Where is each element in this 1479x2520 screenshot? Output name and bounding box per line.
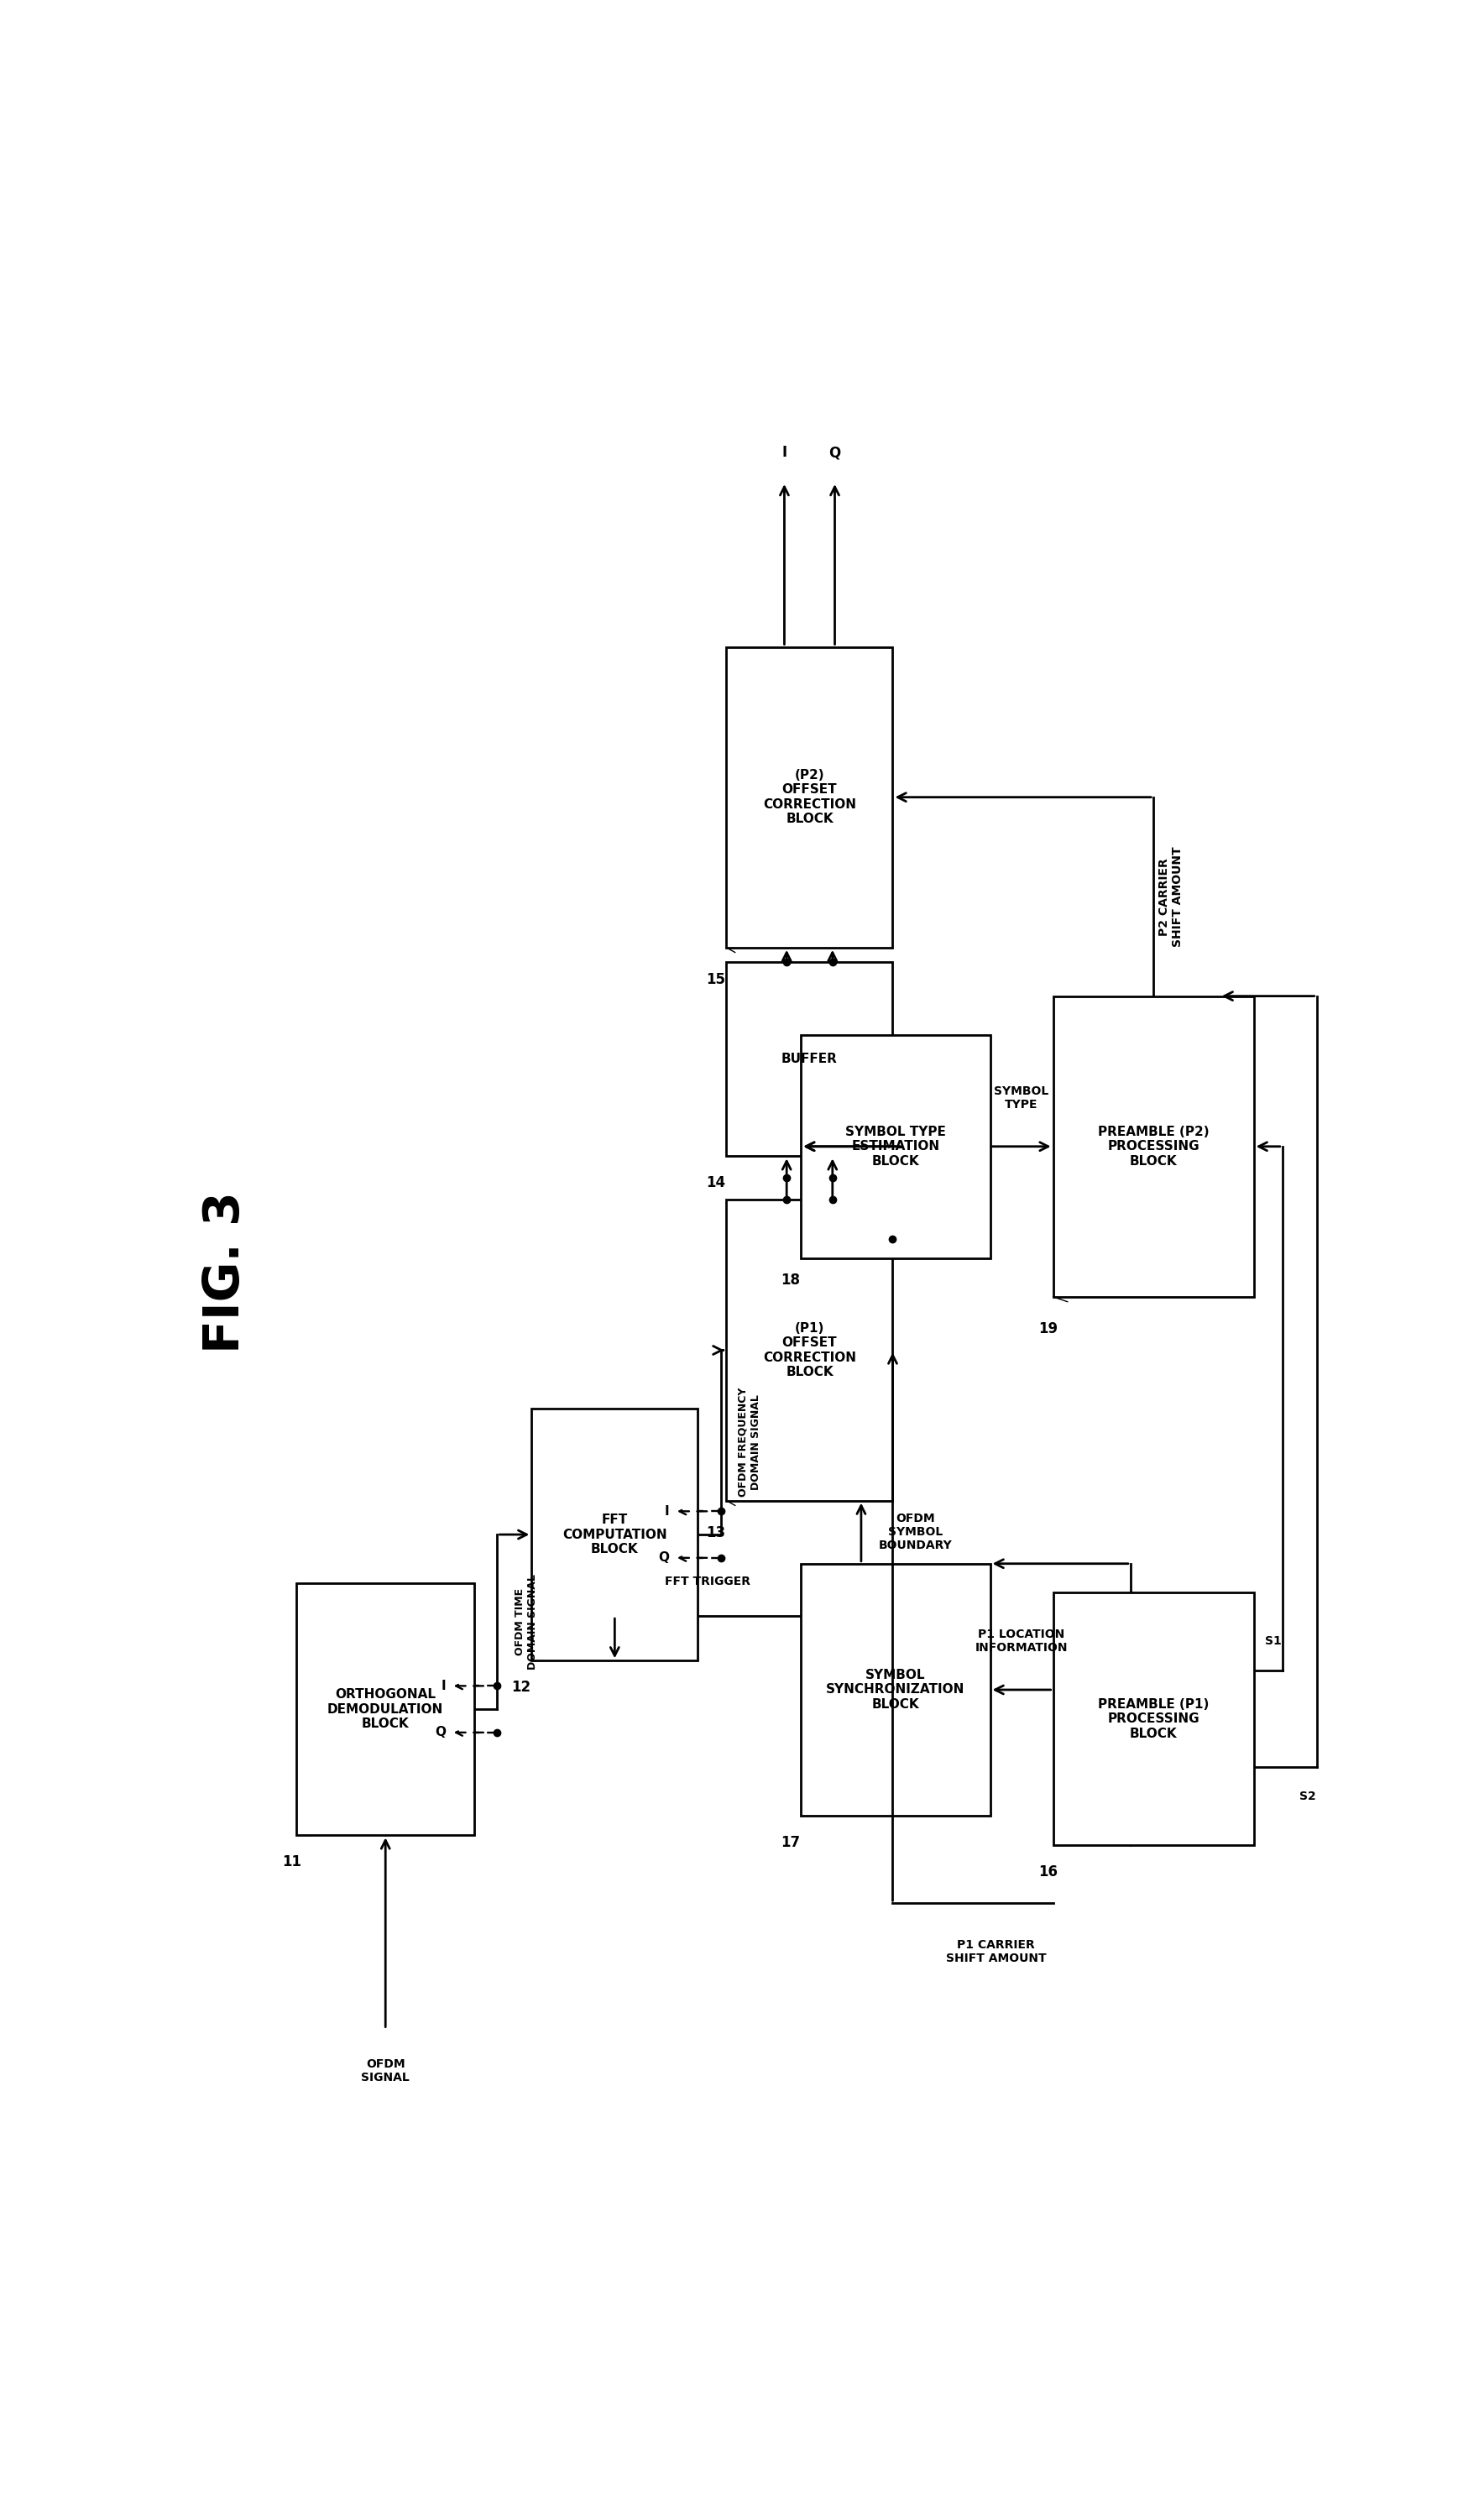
FancyBboxPatch shape (726, 1200, 893, 1499)
Text: 15: 15 (707, 973, 726, 988)
FancyBboxPatch shape (802, 1036, 989, 1257)
FancyBboxPatch shape (297, 1583, 475, 1835)
Text: PREAMBLE (P2)
PROCESSING
BLOCK: PREAMBLE (P2) PROCESSING BLOCK (1097, 1126, 1210, 1167)
Text: 19: 19 (1038, 1320, 1057, 1336)
Text: Q: Q (828, 446, 840, 461)
FancyBboxPatch shape (531, 1409, 698, 1661)
FancyBboxPatch shape (1053, 995, 1254, 1298)
Text: 12: 12 (512, 1681, 531, 1696)
Text: P1 CARRIER
SHIFT AMOUNT: P1 CARRIER SHIFT AMOUNT (945, 1938, 1046, 1966)
Text: FFT TRIGGER: FFT TRIGGER (666, 1575, 751, 1588)
Text: SYMBOL
TYPE: SYMBOL TYPE (994, 1086, 1049, 1111)
Text: OFDM
SYMBOL
BOUNDARY: OFDM SYMBOL BOUNDARY (879, 1512, 952, 1552)
FancyBboxPatch shape (802, 1562, 989, 1817)
Text: (P1)
OFFSET
CORRECTION
BLOCK: (P1) OFFSET CORRECTION BLOCK (763, 1323, 856, 1378)
Text: 14: 14 (707, 1174, 726, 1189)
Text: Q: Q (658, 1552, 669, 1565)
Text: (P2)
OFFSET
CORRECTION
BLOCK: (P2) OFFSET CORRECTION BLOCK (763, 769, 856, 827)
Text: 11: 11 (282, 1855, 302, 1870)
Text: P2 CARRIER
SHIFT AMOUNT: P2 CARRIER SHIFT AMOUNT (1158, 847, 1183, 948)
Text: ORTHOGONAL
DEMODULATION
BLOCK: ORTHOGONAL DEMODULATION BLOCK (327, 1688, 444, 1731)
Text: 16: 16 (1038, 1865, 1057, 1880)
Text: I: I (441, 1681, 445, 1693)
Text: I: I (664, 1504, 669, 1517)
Text: 18: 18 (781, 1273, 800, 1288)
Text: OFDM
SIGNAL: OFDM SIGNAL (361, 2059, 410, 2084)
Text: 17: 17 (781, 1835, 800, 1850)
Text: I: I (782, 446, 787, 461)
Text: Q: Q (435, 1726, 445, 1739)
Text: SYMBOL
SYNCHRONIZATION
BLOCK: SYMBOL SYNCHRONIZATION BLOCK (827, 1668, 964, 1711)
Text: S2: S2 (1300, 1792, 1316, 1802)
Text: S1: S1 (1265, 1635, 1282, 1648)
Text: OFDM TIME
DOMAIN SIGNAL: OFDM TIME DOMAIN SIGNAL (515, 1575, 538, 1671)
Text: FFT
COMPUTATION
BLOCK: FFT COMPUTATION BLOCK (562, 1515, 667, 1555)
Text: FIG. 3: FIG. 3 (201, 1192, 248, 1353)
FancyBboxPatch shape (726, 963, 893, 1157)
Text: OFDM FREQUENCY
DOMAIN SIGNAL: OFDM FREQUENCY DOMAIN SIGNAL (738, 1389, 762, 1497)
Text: BUFFER: BUFFER (781, 1053, 837, 1066)
Text: 13: 13 (707, 1525, 726, 1540)
FancyBboxPatch shape (726, 648, 893, 948)
Text: SYMBOL TYPE
ESTIMATION
BLOCK: SYMBOL TYPE ESTIMATION BLOCK (845, 1126, 947, 1167)
Text: P1 LOCATION
INFORMATION: P1 LOCATION INFORMATION (975, 1628, 1068, 1653)
FancyBboxPatch shape (1053, 1593, 1254, 1845)
Text: PREAMBLE (P1)
PROCESSING
BLOCK: PREAMBLE (P1) PROCESSING BLOCK (1097, 1698, 1208, 1739)
